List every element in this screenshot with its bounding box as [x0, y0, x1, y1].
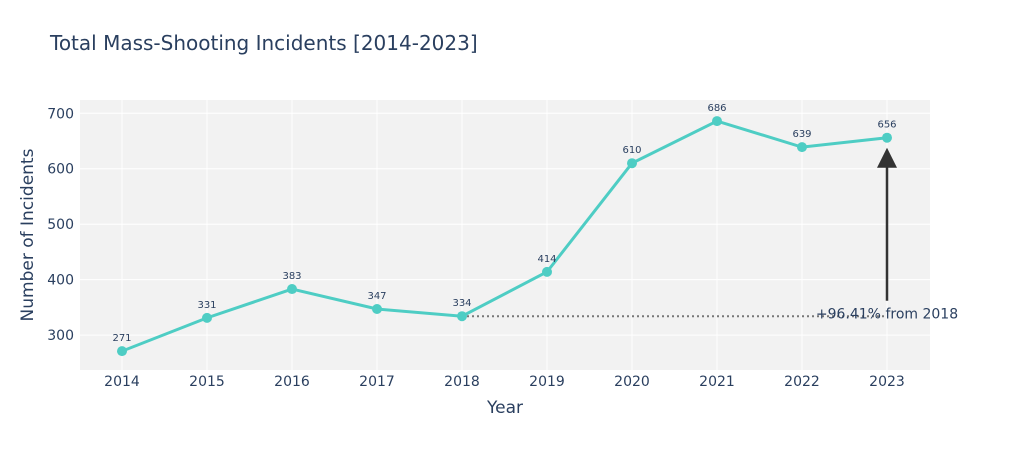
- plot-area: [80, 100, 930, 370]
- data-label: 686: [707, 103, 726, 114]
- y-axis-label: Number of Incidents: [18, 148, 38, 321]
- y-tick-label: 300: [47, 328, 74, 344]
- x-tick-label: 2021: [699, 374, 735, 390]
- x-tick-label: 2022: [784, 374, 820, 390]
- x-tick-labels: 2014 2015 2016 2017 2018 2019 2020 2021 2022 2023: [104, 374, 905, 390]
- y-tick-label: 500: [47, 217, 74, 233]
- data-label: 414: [537, 254, 556, 265]
- x-tick-label: 2023: [869, 374, 905, 390]
- data-label: 639: [792, 129, 811, 140]
- x-tick-label: 2015: [189, 374, 225, 390]
- data-point: [542, 266, 552, 277]
- annotation-arrow-head: [877, 147, 897, 168]
- data-point: [457, 311, 467, 322]
- data-point: [287, 284, 297, 295]
- data-label: 271: [112, 333, 131, 344]
- x-axis-label: Year: [486, 398, 523, 418]
- data-label: 656: [877, 120, 896, 131]
- data-label: 383: [282, 271, 301, 282]
- data-point: [202, 312, 212, 323]
- data-point: [712, 116, 722, 127]
- x-tick-label: 2018: [444, 374, 480, 390]
- y-tick-label: 400: [47, 273, 74, 289]
- data-label: 610: [622, 145, 641, 156]
- data-point: [882, 132, 892, 143]
- series-line: [121, 119, 888, 353]
- data-label: 334: [452, 298, 471, 309]
- x-tick-label: 2020: [614, 374, 650, 390]
- y-tick-label: 600: [47, 162, 74, 178]
- data-label: 347: [367, 291, 386, 302]
- y-tick-labels: 300 400 500 600 700: [47, 106, 74, 344]
- x-tick-label: 2014: [104, 374, 140, 390]
- x-tick-label: 2016: [274, 374, 310, 390]
- y-gridlines: [80, 112, 930, 336]
- data-point: [372, 304, 382, 315]
- annotation-text: +96.41% from 2018: [816, 307, 958, 323]
- chart-title: Total Mass-Shooting Incidents [2014-2023…: [49, 31, 478, 55]
- x-tick-label: 2017: [359, 374, 395, 390]
- data-point: [117, 346, 127, 357]
- data-point: [797, 142, 807, 153]
- y-tick-label: 700: [47, 106, 74, 122]
- data-label: 331: [197, 300, 216, 311]
- data-markers: [117, 116, 892, 357]
- data-point: [627, 158, 637, 169]
- data-labels: 271 331 383 347 334 414 610 686 639 656: [112, 103, 896, 344]
- x-tick-label: 2019: [529, 374, 565, 390]
